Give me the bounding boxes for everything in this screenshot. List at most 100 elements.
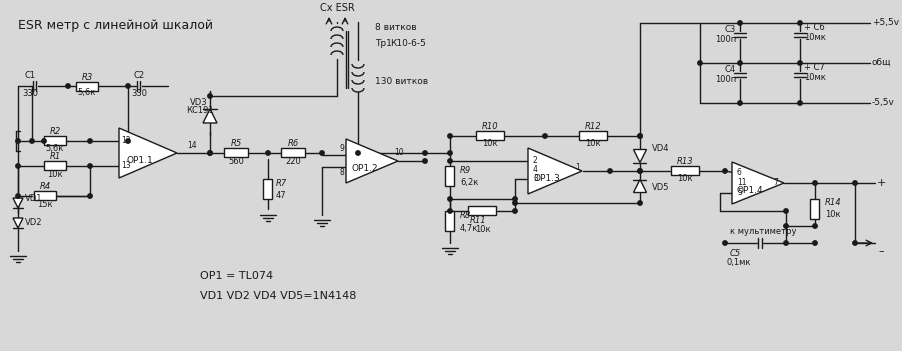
Text: R1: R1 [50,152,60,161]
Text: 560: 560 [228,158,244,166]
Text: 5,6к: 5,6к [78,88,97,98]
Text: 220: 220 [285,158,300,166]
Text: 6: 6 [736,168,741,178]
Text: Тр1: Тр1 [374,40,391,48]
Circle shape [812,241,816,245]
Circle shape [722,169,726,173]
Circle shape [796,21,801,25]
Circle shape [697,61,702,65]
Text: OP1 = TL074: OP1 = TL074 [199,271,272,281]
Bar [34,192,56,200]
Circle shape [737,101,741,105]
Polygon shape [203,109,216,123]
Text: 15к: 15к [37,200,52,210]
Bar [263,179,272,199]
Text: К10-6-5: К10-6-5 [390,40,426,48]
Circle shape [422,151,427,155]
Circle shape [783,241,787,245]
Text: OP1.2: OP1.2 [351,165,378,173]
Text: R2: R2 [50,127,60,137]
Circle shape [125,139,130,143]
Text: R14: R14 [824,199,841,207]
Text: C4: C4 [724,65,735,73]
Circle shape [812,181,816,185]
Text: R6: R6 [287,139,299,148]
Circle shape [812,224,816,228]
Bar [467,206,495,216]
Bar [445,166,454,186]
Text: ESR метр с линейной шкалой: ESR метр с линейной шкалой [18,20,213,33]
Text: 330: 330 [22,88,38,98]
Circle shape [783,209,787,213]
Text: R5: R5 [230,139,242,148]
Polygon shape [13,218,23,228]
Circle shape [319,151,324,155]
Bar [475,132,503,140]
Text: 10к: 10к [482,139,497,148]
Bar [44,161,66,171]
Text: OP1.3: OP1.3 [533,174,560,184]
Text: 5,6к: 5,6к [46,145,64,153]
Circle shape [851,241,856,245]
Circle shape [422,159,427,163]
Text: 6,2к: 6,2к [459,179,478,187]
Text: 100п: 100п [714,74,735,84]
Circle shape [15,139,20,143]
Text: 10к: 10к [47,171,63,179]
Circle shape [637,201,641,205]
Circle shape [207,94,212,98]
Bar [578,132,606,140]
Circle shape [125,84,130,88]
Circle shape [30,139,34,143]
Text: 1: 1 [575,164,579,172]
Circle shape [607,169,612,173]
Text: 8: 8 [340,168,345,178]
Text: 10мк: 10мк [803,33,825,41]
Circle shape [512,209,517,213]
Circle shape [637,134,641,138]
Bar [76,81,98,91]
Circle shape [15,164,20,168]
Text: 5: 5 [736,188,741,198]
Text: –: – [877,246,883,256]
Polygon shape [528,148,582,194]
Circle shape [87,194,92,198]
Bar [281,148,305,158]
Text: 12: 12 [121,137,131,146]
Polygon shape [119,128,177,178]
Text: + C6: + C6 [803,22,824,32]
Text: R3: R3 [81,73,93,81]
Circle shape [512,197,517,201]
Text: + C7: + C7 [803,62,824,72]
Text: 100п: 100п [714,34,735,44]
Circle shape [783,224,787,228]
Text: 2: 2 [532,157,538,166]
Text: 4: 4 [532,166,538,174]
Circle shape [737,61,741,65]
Text: R12: R12 [584,122,601,132]
Circle shape [66,84,70,88]
Text: 8 витков: 8 витков [374,24,416,33]
Text: 13: 13 [121,161,131,171]
Circle shape [637,134,641,138]
Text: R10: R10 [481,122,498,132]
Circle shape [851,181,856,185]
Circle shape [15,194,20,198]
Polygon shape [633,179,646,192]
Text: 10мк: 10мк [803,73,825,81]
Circle shape [542,134,547,138]
Text: общ: общ [871,59,890,67]
Text: R4: R4 [40,183,51,192]
Text: +5,5v: +5,5v [871,19,898,27]
Text: C3: C3 [724,25,735,33]
Bar [445,211,454,231]
Circle shape [447,134,452,138]
Text: 7: 7 [772,179,777,187]
Text: 0,1мк: 0,1мк [726,258,750,267]
Circle shape [796,101,801,105]
Text: 330: 330 [131,88,147,98]
Bar [670,166,698,176]
Circle shape [447,151,452,155]
Circle shape [512,201,517,205]
Circle shape [637,169,641,173]
